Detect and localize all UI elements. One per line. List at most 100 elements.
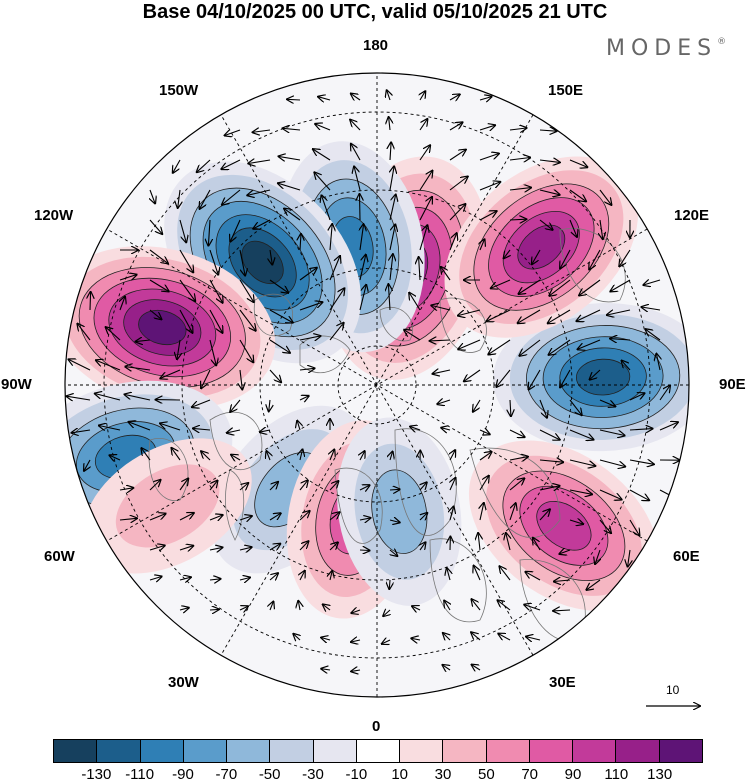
wind-arrow [478,533,480,551]
wind-arrow [240,369,242,389]
wind-arrow [599,459,625,467]
wind-arrow [298,601,300,611]
wind-arrow [599,399,615,407]
wind-arrow [279,156,301,160]
wind-arrow [329,481,338,491]
wind-arrow [509,478,524,491]
wind-arrow [479,154,499,161]
wind-arrow [510,399,511,416]
wind-arrow [533,538,541,551]
wind-arrow [449,177,468,191]
wind-arrow [444,601,450,611]
wind-arrow [420,91,425,101]
wind-arrow [539,219,553,230]
wind-arrow [610,279,631,291]
colorbar-tick-label: -30 [302,766,324,783]
wind-arrow [420,482,427,491]
wind-arrow [329,323,344,341]
wind-arrow [239,606,248,610]
wind-arrow [230,399,241,412]
wind-arrow [200,189,211,209]
wind-arrow [480,503,484,521]
wind-arrow [350,120,361,131]
wind-arrow [120,297,125,311]
wind-arrow [150,189,155,203]
colorbar-tick-label: 130 [647,766,673,783]
wind-arrow [539,460,563,462]
wind-arrow [239,483,248,490]
wind-arrow [179,249,193,272]
wind-arrow [149,480,161,491]
wind-arrow [266,451,270,461]
wind-arrow [300,449,303,461]
wind-arrow [643,280,661,285]
wind-arrow [177,339,180,359]
lon-label-30e: 30E [549,674,576,691]
wind-arrow [72,430,91,433]
wind-arrow [149,219,162,234]
wind-arrow [299,336,321,340]
wind-arrow [474,566,481,581]
wind-arrow [172,448,181,461]
wind-arrow [360,224,364,251]
lon-label-60w: 60W [44,548,75,565]
wind-arrow [577,309,601,321]
colorbar-tick-label: 110 [604,766,629,783]
wind-arrow [270,602,273,611]
wind-arrow [560,249,571,269]
wind-arrow [560,369,571,387]
wind-vectors [67,90,680,671]
colorbar-cell [54,740,98,762]
wind-arrow [239,578,250,581]
wind-arrow [173,159,181,173]
lon-label-90w: 90W [1,376,32,393]
wind-arrow [659,422,678,431]
wind-arrow [149,309,161,319]
colorbar-cell [270,740,314,762]
lon-label-120e: 120E [674,207,710,224]
colorbar-labels: -130 -110 -90 -70 -50 -30 -10 10 30 50 70 90 110 130 [53,766,703,783]
wind-arrow [239,339,253,362]
anomaly-contour [371,469,428,554]
wind-arrow [269,339,290,353]
wind-arrow [359,255,366,281]
colorbar-cell [659,740,702,762]
map-title: Base 04/10/2025 00 UTC, valid 05/10/2025… [142,1,608,23]
wind-arrow [269,369,281,382]
lon-label-60e: 60E [673,548,700,565]
wind-arrow [539,486,560,490]
wind-arrow [404,330,421,341]
wind-arrow [247,189,271,195]
colorbar-tick-label: 10 [391,766,408,783]
colorbar-tick-label: -10 [345,766,368,783]
wind-arrow [77,324,91,341]
wind-arrow [160,423,181,431]
colorbar-tick-label: 70 [521,766,538,783]
wind-arrow [569,399,582,415]
wind-arrow [500,566,511,581]
wind-arrow [125,367,151,370]
wind-arrow [518,309,541,323]
wind-arrow [136,340,151,342]
wind-arrow [330,450,334,461]
wind-arrow [110,455,121,460]
wind-arrow [586,579,601,590]
wind-arrow [656,354,660,371]
wind-arrow [607,309,631,315]
wind-arrow [629,393,645,401]
wind-arrow [208,219,210,246]
colorbar-tick-label: -50 [258,766,281,783]
wind-arrow [622,361,631,371]
wind-arrow [610,339,631,340]
wind-arrow [487,309,511,321]
wind-arrow [412,606,421,610]
wind-arrow [119,275,137,280]
wind-arrow [539,429,560,440]
wind-arrow [269,544,280,550]
wind-arrow [509,429,525,437]
colorbar-cell [486,740,530,762]
wind-arrow [269,399,270,411]
wind-arrow [299,368,315,370]
wind-arrow [447,568,450,581]
wind-arrow [179,513,194,521]
